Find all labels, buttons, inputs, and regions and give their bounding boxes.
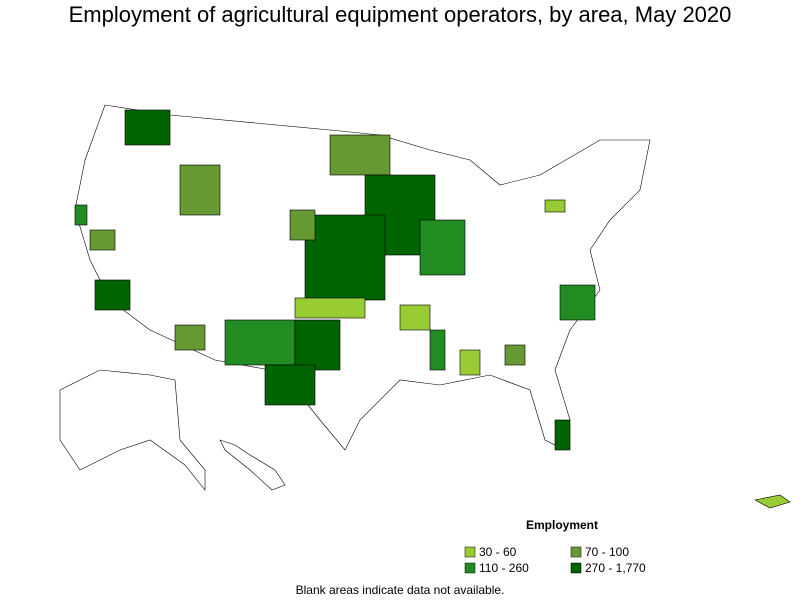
area [74,204,88,226]
alaska [59,369,206,491]
legend-swatch [464,546,476,558]
legend: Employment 30 - 60 70 - 100 110 - 260 270 -… [464,518,646,575]
legend-swatch [464,562,476,574]
legend-swatch [570,562,582,574]
legend-label: 270 - 1,770 [585,561,646,575]
area [329,134,391,176]
shaded-areas [74,109,596,451]
legend-label: 30 - 60 [479,545,517,559]
area [504,344,526,366]
area [94,279,131,311]
area [289,209,316,241]
legend-items: 30 - 60 70 - 100 110 - 260 270 - 1,770 [464,545,646,575]
area [304,214,386,301]
legend-swatch [570,546,582,558]
puerto-rico [754,494,791,509]
area [429,329,446,371]
hawaii [219,439,286,491]
area [544,199,566,213]
area [124,109,171,146]
area [559,284,596,321]
area [294,297,366,319]
map [59,104,791,509]
legend-title: Employment [526,518,598,532]
area [264,364,316,406]
footnote: Blank areas indicate data not available. [296,583,505,597]
area [294,319,341,371]
area [419,219,466,276]
area [399,304,431,331]
area [89,229,116,251]
map-title: Employment of agricultural equipment ope… [69,2,732,27]
legend-label: 70 - 100 [585,545,629,559]
area [224,319,296,366]
area [179,164,221,216]
legend-label: 110 - 260 [479,561,529,575]
area [174,324,206,351]
area [459,349,481,376]
area [554,419,571,451]
